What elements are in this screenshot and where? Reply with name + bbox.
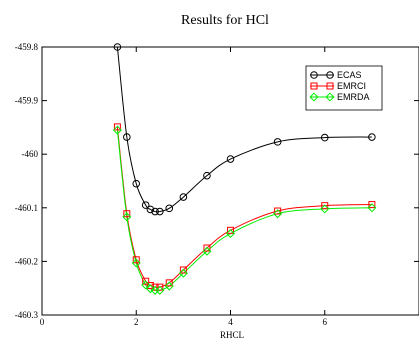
emrda-data-point (145, 284, 155, 294)
ecas-data-point (320, 133, 329, 142)
emrda-data-point (112, 125, 122, 135)
x-tick-label: 6 (323, 317, 328, 327)
series-markers (112, 43, 377, 295)
x-axis-label: RHCL (220, 330, 244, 338)
emrci-data-point (132, 256, 140, 264)
ecas-data-point (226, 155, 235, 163)
emrci-data-point (146, 282, 154, 290)
emrda-legend-marker (309, 92, 319, 102)
emrda-data-point (273, 209, 283, 219)
emrci-data-point (368, 201, 376, 209)
emrci-data-point (123, 210, 131, 218)
emrda-data-point (320, 204, 330, 214)
emrda-data-point (367, 203, 377, 213)
x-tick-label: 2 (134, 317, 139, 327)
emrda-legend-label: EMRDA (337, 92, 370, 102)
emrda-data-point (155, 285, 165, 295)
emrda-data-point (225, 229, 236, 239)
emrda-series-line (116, 130, 372, 292)
ecas-legend-marker (326, 71, 334, 79)
emrci-data-point (142, 277, 150, 285)
ecas-data-point (123, 133, 131, 141)
legend-box (305, 65, 383, 111)
ecas-data-point (146, 205, 155, 214)
emrci-data-point (227, 226, 234, 234)
y-axis: -459.8 -459.9 -460 -460.1 -460.2 -460.3 (15, 42, 419, 320)
x-tick-label: 0 (40, 317, 45, 327)
emrda-data-point (178, 268, 188, 278)
ecas-data-point (179, 193, 188, 201)
emrci-data-point (179, 266, 187, 274)
emrci-data-point (156, 283, 164, 291)
x-tick-label: 4 (228, 317, 233, 327)
emrda-data-point (141, 280, 151, 290)
emrci-data-point (113, 123, 121, 131)
ecas-data-point (203, 171, 211, 180)
ecas-data-point (156, 207, 164, 216)
y-tick-label: -459.8 (15, 42, 39, 52)
emrda-legend-marker (325, 92, 335, 102)
ecas-data-point (165, 204, 174, 213)
emrci-legend-marker (326, 82, 334, 90)
emrci-data-point (274, 207, 282, 215)
ecas-data-point (151, 207, 159, 216)
chart-title: Results for HCl (181, 13, 269, 28)
y-tick-label: -459.9 (15, 96, 39, 106)
emrda-data-point (122, 212, 132, 222)
emrci-legend-label: EMRCI (337, 81, 366, 91)
x-axis: 0 2 4 6 (40, 47, 328, 327)
ecas-legend-label: ECAS (337, 70, 362, 80)
y-tick-label: -460.1 (15, 203, 38, 213)
ecas-data-point (113, 43, 122, 51)
emrci-data-point (165, 279, 173, 287)
emrci-series-line (116, 126, 372, 289)
ecas-data-point (132, 179, 141, 188)
ecas-legend-marker (310, 71, 318, 79)
ecas-data-point (141, 201, 150, 209)
y-tick-label: -460.2 (15, 256, 38, 266)
y-tick-label: -460 (22, 149, 39, 159)
emrda-data-point (164, 281, 174, 291)
emrci-legend-marker (310, 82, 318, 90)
emrci-data-point (321, 202, 329, 210)
y-tick-label: -460.3 (15, 310, 39, 320)
emrda-data-point (202, 246, 212, 256)
ecas-data-point (273, 138, 282, 146)
ecas-data-point (368, 133, 376, 141)
emrda-data-point (131, 258, 141, 268)
emrci-data-point (203, 244, 211, 252)
